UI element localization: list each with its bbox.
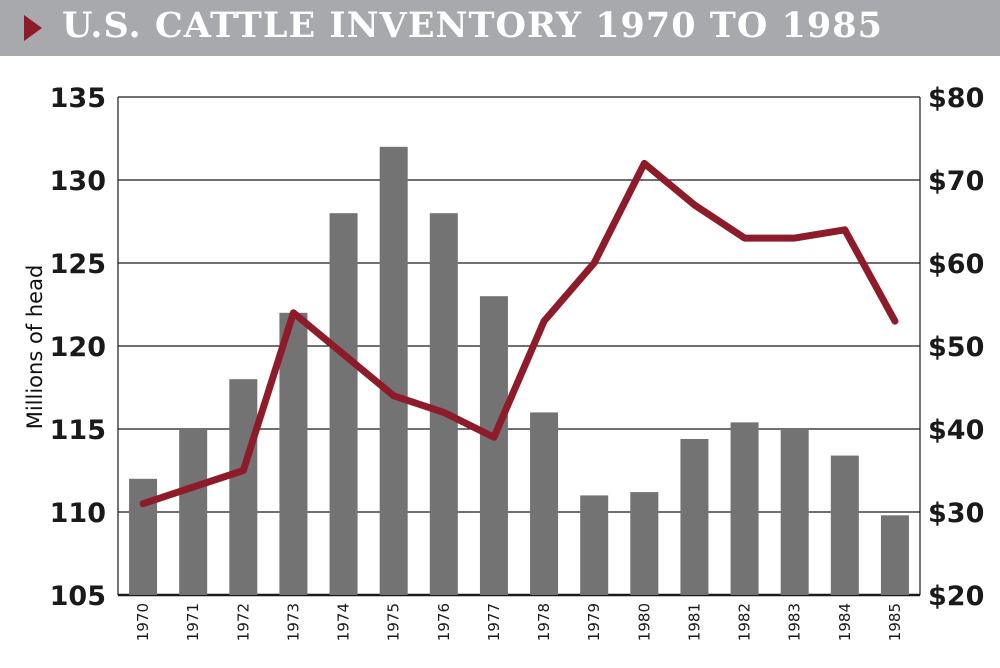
y-axis-right-ticks: $80 $70 $60 $50 $40 $30 $20: [928, 83, 984, 612]
price-line: [139, 159, 899, 508]
y-axis-label: Millions of head: [23, 265, 47, 430]
bar-1979: [580, 495, 609, 595]
bar-1972: [229, 379, 258, 595]
bar-1982: [730, 422, 759, 595]
x-axis-ticks: 1970 1971 1972 1973 1974 1975 1976 1977 1978 1979…: [134, 603, 904, 641]
y2-tick-label: $80: [928, 83, 984, 114]
bar-1973: [279, 312, 308, 595]
bar-1980: [630, 492, 659, 595]
x-tick-label: 1976: [435, 603, 453, 641]
price-line-series: [139, 159, 899, 508]
x-tick-label: 1971: [184, 603, 202, 641]
y2-tick-label: $70: [928, 166, 984, 197]
bar-1976: [429, 213, 458, 595]
bar-1975: [379, 146, 408, 596]
bar-1984: [830, 455, 859, 595]
bar-1974: [329, 213, 358, 595]
bar-1977: [479, 296, 508, 595]
y2-tick-label: $20: [928, 581, 984, 612]
chart-title: U.S. CATTLE INVENTORY 1970 TO 1985: [62, 5, 883, 46]
y2-tick-label: $30: [928, 498, 984, 529]
x-tick-label: 1982: [736, 603, 754, 641]
x-tick-label: 1980: [635, 603, 653, 641]
y2-tick-label: $40: [928, 415, 984, 446]
x-tick-label: 1970: [134, 603, 152, 641]
x-tick-label: 1983: [786, 603, 804, 641]
y-tick-label: 115: [50, 415, 106, 446]
x-tick-label: 1984: [836, 603, 854, 641]
bar-1981: [680, 438, 709, 595]
x-tick-label: 1979: [585, 603, 603, 641]
x-tick-label: 1972: [234, 603, 252, 641]
bar-series: [129, 146, 909, 596]
triangle-right-icon: [24, 15, 42, 41]
y-tick-label: 120: [50, 332, 106, 363]
x-tick-label: 1977: [485, 603, 503, 641]
y-tick-label: 110: [50, 498, 106, 529]
bar-1971: [179, 429, 208, 595]
x-tick-label: 1985: [886, 603, 904, 641]
y2-tick-label: $50: [928, 332, 984, 363]
y-tick-label: 130: [50, 166, 106, 197]
x-tick-label: 1975: [385, 603, 403, 641]
x-tick-label: 1974: [335, 603, 353, 641]
bar-1985: [880, 515, 909, 595]
bar-1978: [530, 412, 559, 595]
chart-header: U.S. CATTLE INVENTORY 1970 TO 1985: [0, 0, 1000, 56]
y2-tick-label: $60: [928, 249, 984, 280]
bar-1983: [780, 429, 809, 595]
x-tick-label: 1978: [535, 603, 553, 641]
y-tick-label: 135: [50, 83, 106, 114]
x-tick-label: 1981: [685, 603, 703, 641]
x-tick-label: 1973: [284, 603, 302, 641]
bar-1970: [129, 478, 158, 595]
y-axis-left-ticks: 135 130 125 120 115 110 105: [50, 83, 106, 612]
y-tick-label: 125: [50, 249, 106, 280]
y-tick-label: 105: [50, 581, 106, 612]
